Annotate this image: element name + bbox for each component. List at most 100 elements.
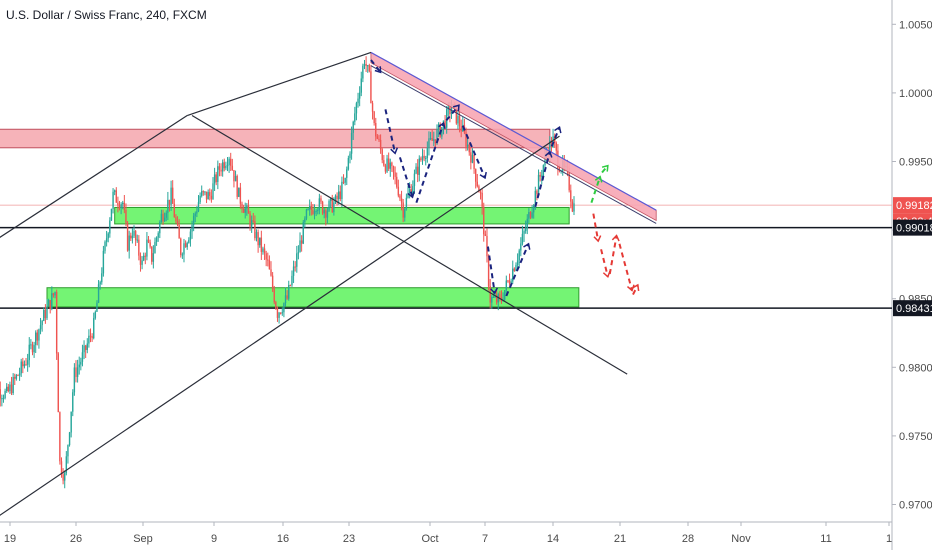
candle-down: [62, 474, 64, 481]
candle-down: [22, 361, 24, 367]
candle-up: [288, 285, 290, 299]
candle-down: [331, 198, 333, 213]
candle-up: [128, 235, 130, 251]
candle-up: [72, 392, 74, 412]
candle-up: [528, 212, 530, 219]
candle-up: [428, 138, 430, 149]
candle-up: [512, 268, 514, 282]
candle-up: [510, 281, 512, 284]
candle-down: [168, 199, 171, 205]
candle-down: [276, 308, 279, 318]
candle-up: [101, 273, 103, 283]
x-tick-label: 11: [820, 533, 831, 545]
candle-up: [350, 132, 353, 154]
candle-down: [59, 412, 61, 462]
candle-down: [375, 122, 377, 137]
candle-up: [234, 176, 237, 182]
candle-up: [238, 187, 240, 197]
candle-up: [5, 386, 8, 391]
candle-up: [163, 217, 166, 222]
candle-up: [360, 78, 362, 93]
candle-up: [33, 345, 35, 353]
candle-down: [242, 208, 245, 213]
candle-down: [17, 375, 19, 377]
x-tick-label: 26: [70, 533, 82, 545]
candle-down: [474, 168, 477, 182]
candle-down: [507, 280, 509, 282]
candle-down: [147, 239, 150, 243]
candle-down: [286, 295, 288, 299]
red-projection-arrow: [618, 243, 633, 291]
x-tick-label: Nov: [731, 533, 751, 545]
candle-up: [404, 209, 406, 218]
candle-down: [180, 238, 182, 255]
candle-up: [109, 220, 111, 234]
candle-up: [196, 211, 198, 214]
candle-up: [170, 187, 172, 205]
candle-up: [2, 398, 5, 400]
candle-down: [271, 275, 274, 289]
red-projection-arrow: [608, 235, 618, 275]
chart-title: U.S. Dollar / Swiss Franc, 240, FXCM: [6, 8, 207, 22]
candle-down: [25, 364, 27, 366]
candle-up: [110, 208, 113, 221]
candle-down: [383, 160, 385, 166]
candle-up: [26, 360, 29, 365]
candle-down: [310, 206, 313, 210]
candle-up: [505, 280, 508, 291]
candle-up: [226, 165, 229, 167]
red-projection-arrow-head: [632, 283, 640, 292]
candle-up: [160, 213, 163, 223]
red-projection-arrow: [592, 213, 600, 242]
candle-down: [487, 256, 490, 287]
blue-projection-arrow: [486, 246, 496, 294]
candle-up: [244, 208, 246, 213]
blue-projection-arrow: [550, 126, 561, 147]
candle-up: [515, 264, 517, 271]
candle-up: [437, 124, 440, 130]
candle-up: [573, 203, 575, 212]
candle-down: [91, 336, 93, 339]
blue-projection-arrow: [384, 109, 397, 154]
candle-down: [473, 154, 475, 169]
candle-down: [173, 203, 176, 218]
candle-down: [486, 235, 488, 257]
candle-up: [524, 228, 527, 232]
candle-down: [300, 240, 303, 244]
candle-down: [220, 169, 222, 172]
candle-up: [54, 292, 56, 296]
candle-up: [46, 306, 48, 319]
candle-down: [239, 187, 242, 204]
candle-up: [96, 302, 98, 312]
candle-down: [555, 142, 557, 151]
candle-down: [387, 158, 390, 169]
blue-projection-arrow-head: [544, 150, 553, 158]
candle-up: [407, 193, 409, 198]
candle-up: [328, 201, 330, 211]
candle-up: [299, 240, 301, 253]
candle-up: [436, 129, 438, 144]
candle-up: [152, 253, 155, 262]
candle-up: [471, 154, 474, 163]
candle-up: [534, 190, 537, 206]
candle-up: [204, 191, 206, 193]
candle-up: [531, 212, 533, 218]
candle-up: [344, 177, 346, 183]
candle-up: [521, 233, 524, 244]
blue-projection-arrow: [398, 157, 414, 198]
candle-up: [102, 250, 105, 274]
candle-down: [368, 65, 371, 72]
candle-down: [254, 221, 256, 239]
blue-projection-arrow: [505, 243, 530, 297]
candle-up: [358, 92, 361, 99]
candle-up: [41, 320, 43, 326]
candle-up: [1, 398, 3, 400]
candle-up: [213, 174, 216, 184]
candle-down: [460, 126, 462, 132]
candle-up: [491, 297, 493, 303]
candle-up: [450, 107, 453, 115]
